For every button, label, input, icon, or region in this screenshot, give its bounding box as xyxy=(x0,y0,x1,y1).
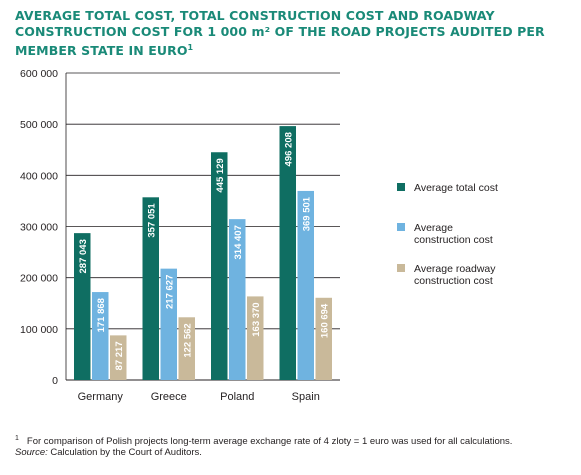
y-tick-label: 300 000 xyxy=(20,222,58,234)
bar-value-label: 314 407 xyxy=(233,225,244,259)
chart-title: AVERAGE TOTAL COST, TOTAL CONSTRUCTION C… xyxy=(15,8,575,59)
footnote: 1 For comparison of Polish projects long-… xyxy=(15,432,575,449)
bar-value-label: 445 129 xyxy=(215,158,226,192)
y-tick-label: 400 000 xyxy=(20,170,58,182)
y-tick-label: 200 000 xyxy=(20,273,58,285)
bar-value-label: 171 868 xyxy=(96,298,107,332)
x-tick-label: Germany xyxy=(78,391,124,403)
bar xyxy=(247,296,264,380)
y-tick-label: 100 000 xyxy=(20,324,58,336)
bar xyxy=(160,268,177,380)
footnote-mark: 1 xyxy=(15,435,19,442)
x-tick-label: Poland xyxy=(220,391,254,403)
x-tick-label: Spain xyxy=(292,391,320,403)
bar xyxy=(279,126,296,380)
source-text: Calculation by the Court of Auditors. xyxy=(47,447,202,458)
legend-swatch xyxy=(397,264,405,272)
bar xyxy=(315,297,332,380)
source-note: Source: Calculation by the Court of Audi… xyxy=(15,446,575,460)
legend-swatch xyxy=(397,223,405,231)
bar-value-label: 496 208 xyxy=(283,132,294,166)
bar-value-label: 163 370 xyxy=(251,302,262,336)
bar xyxy=(110,335,127,380)
y-tick-label: 500 000 xyxy=(20,119,58,131)
source-prefix: Source: xyxy=(15,447,48,458)
chart-title-text: AVERAGE TOTAL COST, TOTAL CONSTRUCTION C… xyxy=(15,8,545,59)
bar xyxy=(92,292,109,380)
bar-value-label: 357 051 xyxy=(146,203,157,238)
x-tick-label: Greece xyxy=(151,391,187,403)
legend-swatch xyxy=(397,183,405,191)
bar xyxy=(142,197,159,380)
bar-value-label: 369 501 xyxy=(301,196,312,231)
y-tick-label: 0 xyxy=(52,375,58,387)
title-footnote-mark: 1 xyxy=(187,43,194,52)
bar-value-label: 287 043 xyxy=(78,239,89,273)
legend-label: Average total cost xyxy=(414,182,498,194)
bar xyxy=(74,233,91,380)
legend-label: construction cost xyxy=(414,275,493,287)
bar-value-label: 217 627 xyxy=(164,275,175,309)
bar xyxy=(211,152,228,380)
bar-value-label: 87 217 xyxy=(114,341,125,370)
legend-label: Average roadway xyxy=(414,263,496,275)
bar xyxy=(229,219,246,380)
legend-label: construction cost xyxy=(414,234,493,246)
legend-label: Average xyxy=(414,222,453,234)
footnote-text: For comparison of Polish projects long-t… xyxy=(26,436,513,448)
bar xyxy=(297,190,314,380)
bar-value-label: 122 562 xyxy=(182,323,193,357)
bar xyxy=(178,317,195,380)
bar-value-label: 160 694 xyxy=(319,303,330,338)
y-tick-label: 600 000 xyxy=(20,68,58,80)
